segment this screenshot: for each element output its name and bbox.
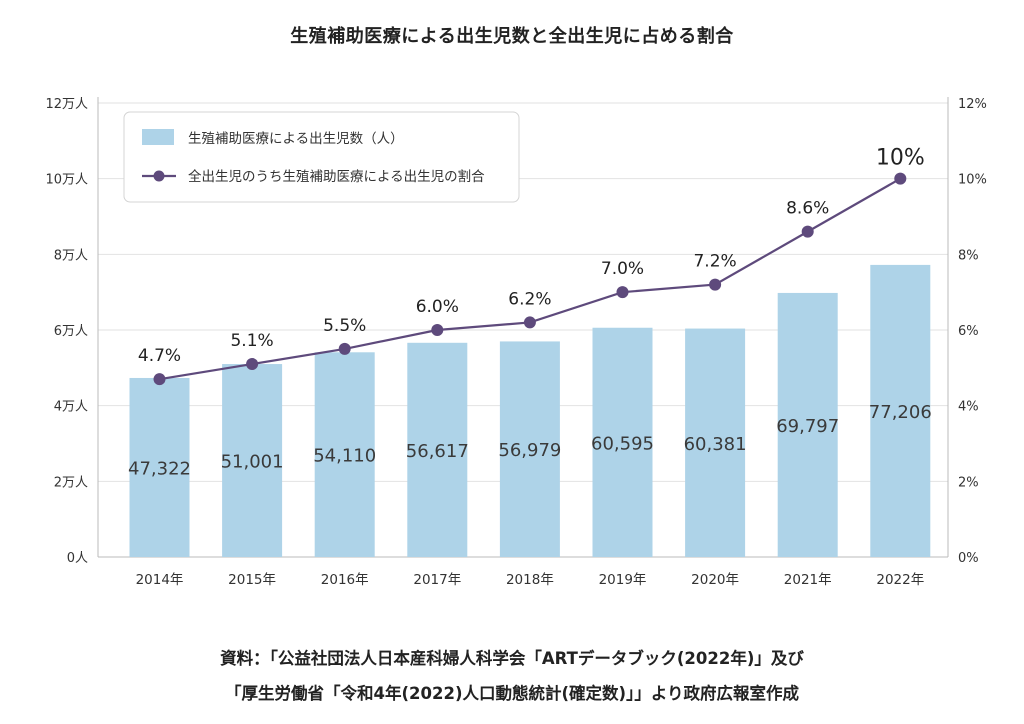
y-left-tick-label: 12万人: [45, 97, 88, 112]
x-tick-label: 2017年: [413, 572, 461, 588]
x-tick-label: 2019年: [599, 572, 647, 588]
bar: [592, 327, 653, 557]
bar: [129, 377, 190, 557]
legend-bar-label: 生殖補助医療による出生児数（人）: [188, 130, 404, 147]
line-value-label: 8.6%: [786, 199, 829, 219]
x-tick-label: 2021年: [784, 572, 832, 588]
y-right-tick-label: 0%: [958, 551, 979, 566]
line-point: [616, 286, 629, 299]
x-tick-label: 2018年: [506, 572, 554, 588]
bar-value-label: 69,797: [776, 416, 839, 437]
line-value-label: 7.0%: [601, 259, 644, 279]
legend-line-label: 全出生児のうち生殖補助医療による出生児の割合: [188, 168, 485, 185]
y-left-tick-label: 0人: [67, 551, 88, 566]
bar-value-label: 47,322: [128, 458, 191, 479]
line-point: [894, 172, 907, 185]
line-value-label: 7.2%: [693, 252, 736, 272]
y-left-tick-label: 8万人: [54, 248, 88, 263]
line-point: [246, 358, 259, 371]
y-left-tick-label: 10万人: [45, 173, 88, 188]
bar-value-label: 54,110: [313, 446, 376, 467]
bar: [499, 341, 560, 557]
x-tick-label: 2022年: [876, 572, 924, 588]
x-tick-label: 2014年: [136, 572, 184, 588]
y-right-tick-label: 2%: [958, 475, 979, 490]
line-value-label: 10%: [876, 146, 925, 171]
chart-title: 生殖補助医療による出生児数と全出生児に占める割合: [290, 26, 734, 47]
y-left-tick-label: 6万人: [54, 324, 88, 339]
line-value-label: 6.0%: [416, 297, 459, 317]
line-value-label: 5.1%: [230, 331, 273, 351]
y-right-tick-label: 10%: [958, 173, 987, 188]
x-tick-label: 2016年: [321, 572, 369, 588]
bar: [314, 352, 375, 557]
line-value-label: 6.2%: [508, 289, 551, 309]
legend-box: [123, 111, 520, 203]
bar: [685, 328, 746, 557]
bar-value-label: 77,206: [869, 402, 932, 423]
source-note-line-1: 資料：「公益社団法人日本産科婦人科学会「ARTデータブック(2022年)」及び: [220, 649, 804, 668]
bar: [777, 292, 838, 557]
line-value-label: 5.5%: [323, 316, 366, 336]
bar-value-label: 56,617: [406, 441, 469, 462]
line-point: [338, 342, 351, 355]
bar: [222, 364, 283, 557]
x-tick-label: 2015年: [228, 572, 276, 588]
y-left-tick-label: 4万人: [54, 400, 88, 415]
legend-bar-swatch: [142, 129, 174, 145]
bar-value-label: 60,381: [684, 434, 747, 455]
line-point: [153, 373, 166, 386]
line-point: [709, 278, 722, 291]
line-point: [431, 324, 444, 336]
legend-line-marker: [153, 170, 165, 182]
y-left-tick-label: 2万人: [54, 475, 88, 490]
y-right-tick-label: 6%: [958, 324, 979, 339]
line-point: [801, 225, 814, 238]
bar-value-label: 60,595: [591, 433, 654, 454]
bar: [870, 264, 931, 557]
source-note-line-2: 「厚生労働省「令和4年(2022)人口動態統計(確定数)」」より政府広報室作成: [225, 684, 799, 703]
bar-value-label: 56,979: [498, 440, 561, 461]
y-right-tick-label: 8%: [958, 248, 979, 263]
line-point: [523, 316, 536, 329]
bar: [407, 342, 468, 557]
x-tick-label: 2020年: [691, 572, 739, 588]
bar-value-label: 51,001: [221, 452, 284, 473]
y-right-tick-label: 12%: [958, 97, 987, 112]
y-right-tick-label: 4%: [958, 400, 979, 415]
line-value-label: 4.7%: [138, 346, 181, 366]
